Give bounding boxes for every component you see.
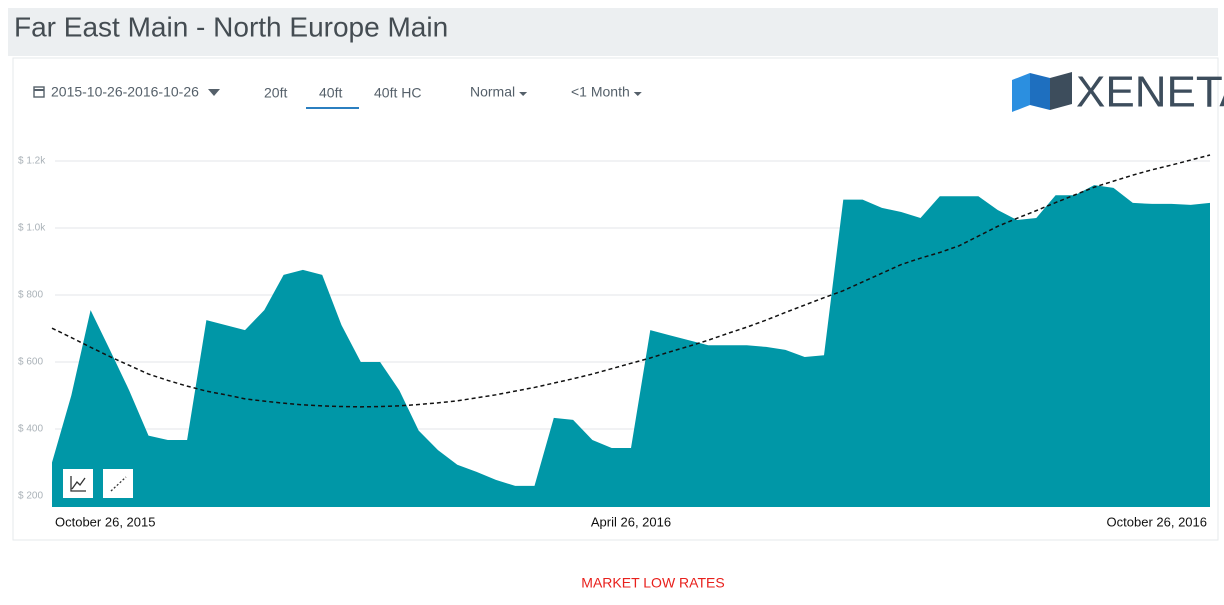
y-tick-label: $ 600 [18,357,43,368]
caret [208,89,220,96]
header-bar [8,8,1218,56]
y-tick-label: $ 1.0k [18,223,46,234]
y-tick-label: $ 1.2k [18,156,46,167]
x-tick-label: April 26, 2016 [591,514,671,529]
dropdown-caret [633,92,642,96]
chart: $ 200 $ 400 $ 600 $ 800 $ 1.0k $ 1.2k October … [18,154,1211,529]
size-tab[interactable]: 40ft HC [374,85,421,101]
x-tick-label: October 26, 2015 [55,514,155,529]
x-tick-label: October 26, 2016 [1107,514,1207,529]
calendar-icon [33,86,45,98]
y-tick-label: $ 200 [18,491,43,502]
chart-tools [63,469,133,498]
trend-line [51,154,1211,408]
y-tick-label: $ 400 [18,424,43,435]
page-title: Far East Main - North Europe Main [14,11,448,42]
size-tab[interactable]: 20ft [264,85,287,101]
logo: XENETA [1012,68,1224,117]
rate-area [52,185,1210,507]
size-tab[interactable]: 40ft [319,85,342,101]
date-range[interactable]: 2015-10-26-2016-10-26 [51,84,199,100]
dropdown-caret [519,92,528,96]
dropdown[interactable]: Normal [470,84,515,100]
logo-text: XENETA [1076,68,1224,117]
dropdown[interactable]: <1 Month [571,84,630,100]
y-tick-label: $ 800 [18,290,43,301]
caption: MARKET LOW RATES [581,575,724,591]
